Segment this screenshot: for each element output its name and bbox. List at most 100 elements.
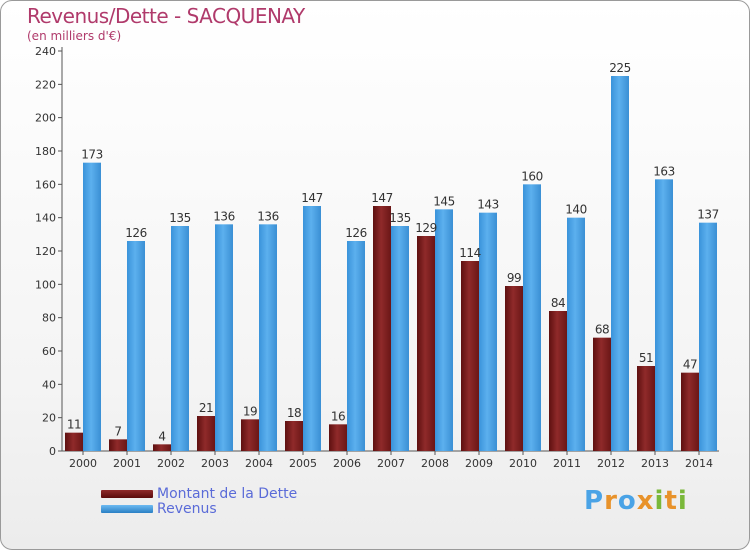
y-tick-label: 140 bbox=[35, 212, 56, 225]
bar-revenus bbox=[171, 226, 189, 451]
labels-group: 11 173 7 126 4 135 21 136 19 136 18 147 16 126 147 135 1… bbox=[67, 61, 719, 443]
data-label-dette: 11 bbox=[67, 418, 81, 432]
y-tick-label: 220 bbox=[35, 78, 56, 91]
data-label-revenus: 137 bbox=[697, 208, 718, 222]
bar-revenus bbox=[83, 162, 101, 451]
bar-revenus bbox=[347, 241, 365, 451]
data-label-revenus: 135 bbox=[169, 211, 190, 225]
bar-dette bbox=[505, 286, 523, 451]
data-label-revenus: 145 bbox=[433, 194, 454, 208]
logo-letter: i bbox=[677, 486, 688, 516]
y-tick-label: 180 bbox=[35, 145, 56, 158]
bar-revenus bbox=[391, 226, 409, 451]
data-label-dette: 21 bbox=[199, 401, 213, 415]
bar-revenus bbox=[523, 184, 541, 452]
logo-letter: o bbox=[617, 486, 637, 516]
bar-dette bbox=[197, 416, 215, 451]
x-tick-label: 2014 bbox=[685, 457, 713, 470]
data-label-dette: 51 bbox=[639, 351, 653, 365]
y-tick-label: 240 bbox=[35, 45, 56, 58]
data-label-revenus: 136 bbox=[257, 209, 278, 223]
y-tick-label: 160 bbox=[35, 178, 56, 191]
logo-letter: x bbox=[636, 486, 655, 516]
logo-letter: P bbox=[584, 486, 605, 516]
chart-subtitle: (en milliers d'€) bbox=[27, 29, 122, 43]
data-label-revenus: 126 bbox=[125, 226, 146, 240]
data-label-dette: 84 bbox=[551, 296, 565, 310]
data-label-dette: 18 bbox=[287, 406, 301, 420]
bar-dette bbox=[681, 372, 699, 451]
legend-swatch-revenus bbox=[101, 505, 153, 513]
y-tick-label: 120 bbox=[35, 245, 56, 258]
x-tick-label: 2001 bbox=[113, 457, 141, 470]
data-label-revenus: 225 bbox=[609, 61, 630, 75]
x-tick-label: 2005 bbox=[289, 457, 317, 470]
bar-revenus bbox=[611, 76, 629, 451]
bar-dette bbox=[241, 419, 259, 451]
bar-revenus bbox=[479, 212, 497, 451]
data-label-revenus: 160 bbox=[521, 169, 542, 183]
bar-dette bbox=[373, 206, 391, 451]
bar-revenus bbox=[699, 222, 717, 451]
x-tick-label: 2003 bbox=[201, 457, 229, 470]
data-label-dette: 19 bbox=[243, 404, 257, 418]
bar-dette bbox=[65, 432, 83, 451]
bar-dette bbox=[285, 421, 303, 451]
data-label-revenus: 126 bbox=[345, 226, 366, 240]
bars-group bbox=[65, 76, 717, 452]
x-tick-label: 2000 bbox=[69, 457, 97, 470]
bar-revenus bbox=[655, 179, 673, 452]
x-tick-label: 2013 bbox=[641, 457, 669, 470]
proxiti-logo: Proxiti bbox=[584, 486, 688, 516]
data-label-revenus: 135 bbox=[389, 211, 410, 225]
y-tick-label: 200 bbox=[35, 112, 56, 125]
data-label-revenus: 173 bbox=[81, 148, 102, 162]
bar-revenus bbox=[435, 209, 453, 451]
legend-label-revenus: Revenus bbox=[157, 501, 217, 517]
x-tick-label: 2004 bbox=[245, 457, 273, 470]
bar-revenus bbox=[567, 217, 585, 451]
y-tick-label: 20 bbox=[42, 412, 56, 425]
bar-dette bbox=[461, 261, 479, 451]
data-label-revenus: 147 bbox=[301, 191, 322, 205]
axes-group: 0 20 40 60 80 100 120 140 160 180 200 220 240 2000 200… bbox=[35, 45, 719, 470]
bar-revenus bbox=[303, 206, 321, 451]
x-tick-label: 2012 bbox=[597, 457, 625, 470]
y-tick-label: 40 bbox=[42, 378, 56, 391]
x-tick-label: 2006 bbox=[333, 457, 361, 470]
bar-dette bbox=[153, 444, 171, 451]
logo-letter: t bbox=[664, 486, 678, 516]
y-tick-label: 80 bbox=[42, 312, 56, 325]
logo-letter: i bbox=[654, 486, 665, 516]
data-label-dette: 99 bbox=[507, 271, 521, 285]
bar-dette bbox=[549, 311, 567, 451]
data-label-dette: 129 bbox=[415, 221, 436, 235]
data-label-dette: 47 bbox=[683, 358, 697, 372]
x-tick-label: 2007 bbox=[377, 457, 405, 470]
data-label-dette: 4 bbox=[158, 429, 165, 443]
bar-revenus bbox=[259, 224, 277, 451]
bar-revenus bbox=[127, 241, 145, 451]
bar-dette bbox=[637, 366, 655, 451]
y-tick-label: 100 bbox=[35, 278, 56, 291]
x-tick-label: 2002 bbox=[157, 457, 185, 470]
bar-dette bbox=[593, 337, 611, 451]
data-label-dette: 68 bbox=[595, 323, 609, 337]
bar-dette bbox=[109, 439, 127, 451]
data-label-revenus: 143 bbox=[477, 198, 498, 212]
data-label-dette: 147 bbox=[371, 191, 392, 205]
x-tick-label: 2008 bbox=[421, 457, 449, 470]
bar-dette bbox=[417, 236, 435, 451]
data-label-dette: 114 bbox=[459, 246, 480, 260]
y-tick-label: 60 bbox=[42, 345, 56, 358]
data-label-revenus: 140 bbox=[565, 203, 586, 217]
x-tick-label: 2011 bbox=[553, 457, 581, 470]
chart-title: Revenus/Dette - SACQUENAY bbox=[27, 4, 305, 28]
data-label-revenus: 136 bbox=[213, 209, 234, 223]
data-label-revenus: 163 bbox=[653, 164, 674, 178]
legend-swatch-dette bbox=[101, 490, 153, 498]
x-tick-label: 2009 bbox=[465, 457, 493, 470]
y-tick-label: 0 bbox=[49, 445, 56, 458]
